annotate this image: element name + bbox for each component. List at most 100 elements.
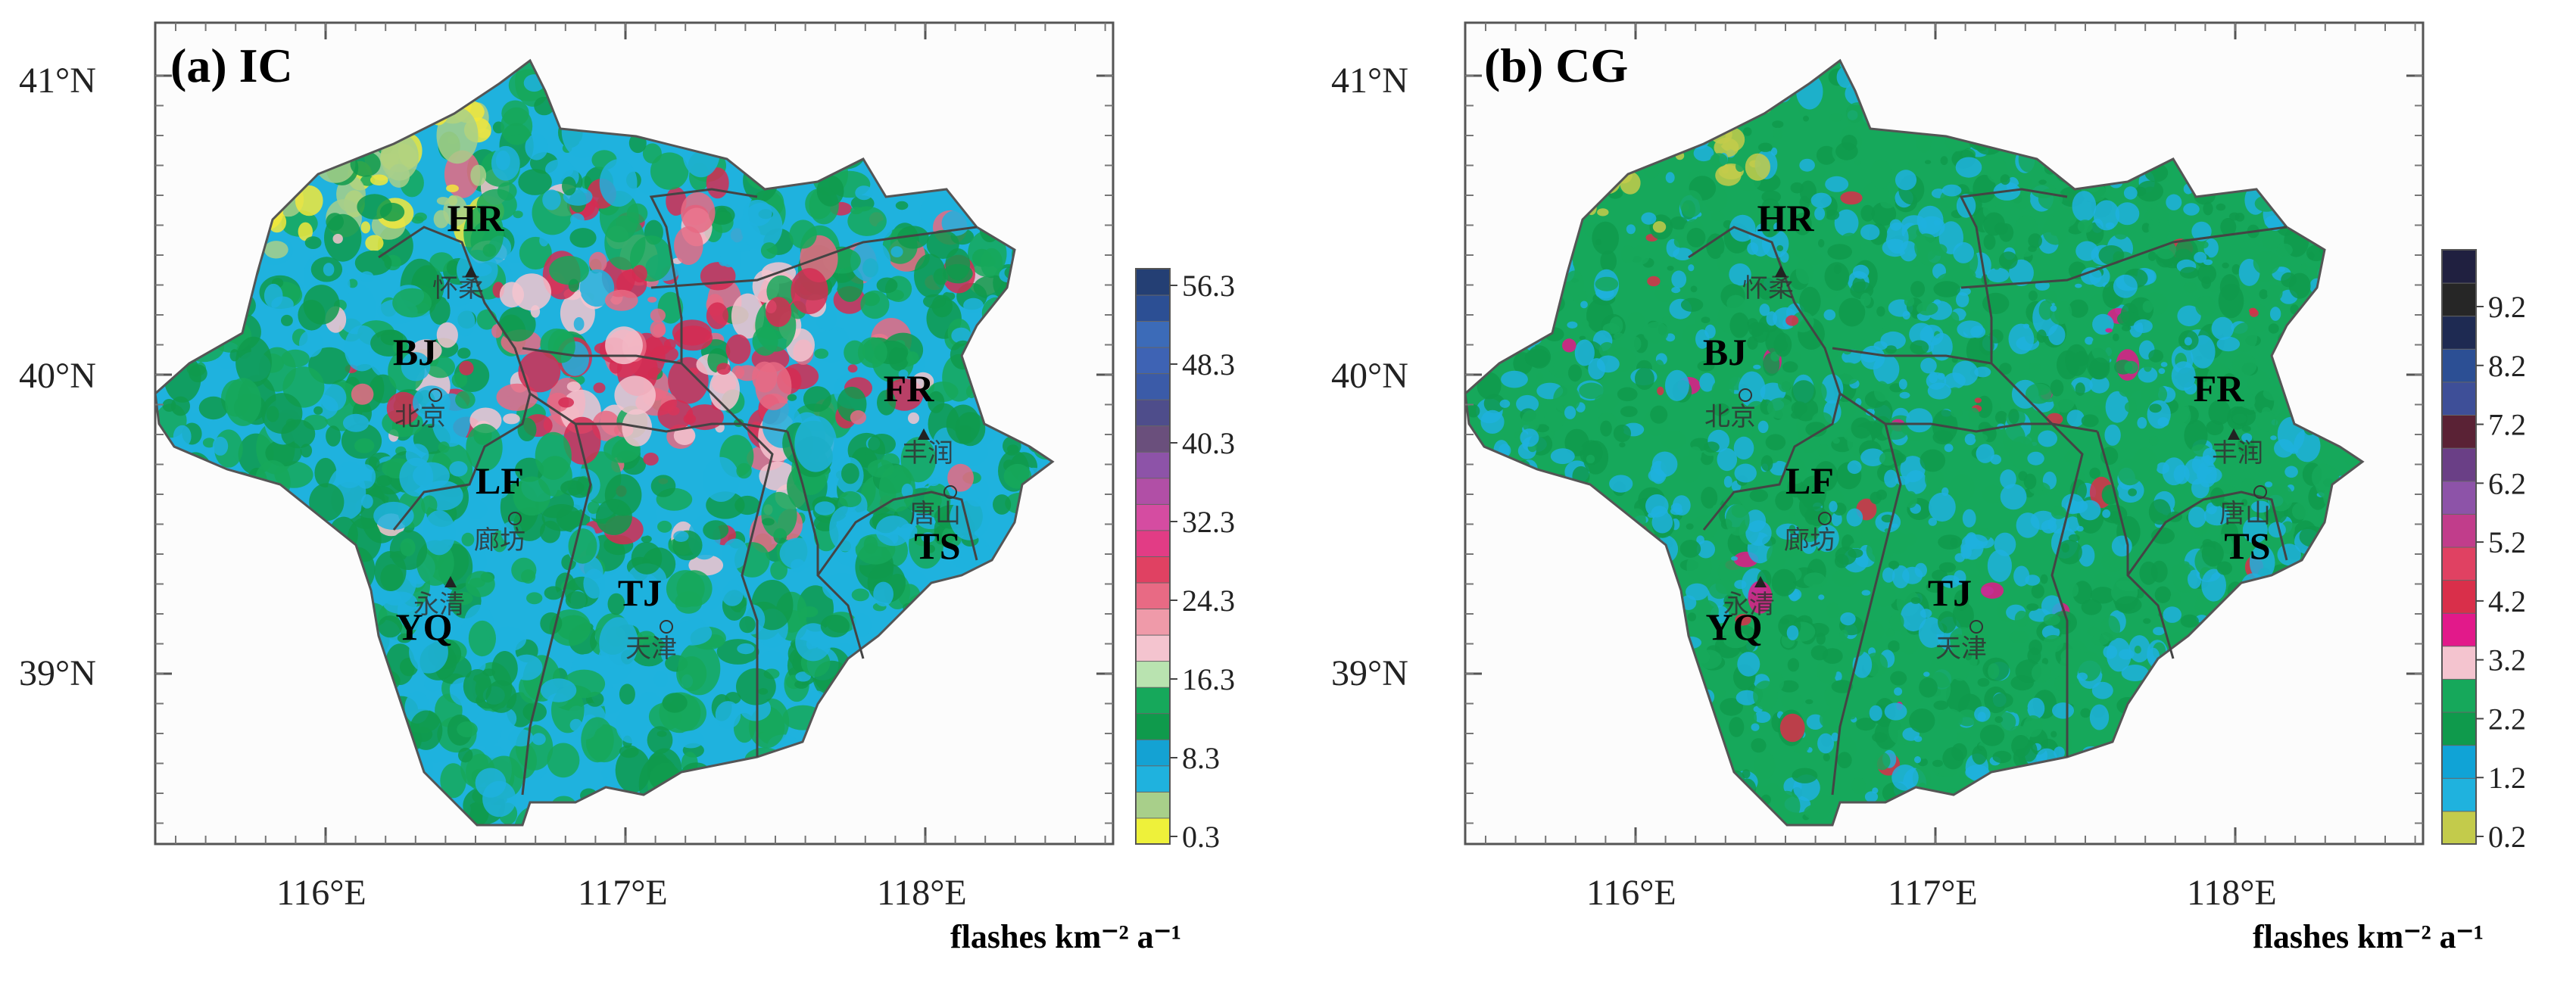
panel-cg-axis-ticks <box>1465 23 2423 844</box>
b-colorbar-tick-label: 6.2 <box>2488 466 2526 500</box>
b-colorbar-swatch <box>2441 712 2477 746</box>
b-colorbar-tick-label: 4.2 <box>2488 584 2526 618</box>
a-site-hr-cn: 怀柔 <box>432 273 484 304</box>
a-site-lf-cn: 廊坊 <box>474 525 525 556</box>
b-colorbar-tick-label: 9.2 <box>2488 290 2526 324</box>
a-colorbar-swatch <box>1135 268 1171 296</box>
a-colorbar-tick-label: 48.3 <box>1182 347 1235 382</box>
a-colorbar-tick-label: 24.3 <box>1182 584 1235 618</box>
a-colorbar-swatch <box>1135 712 1171 740</box>
panel-cg-units: flashes km⁻² a⁻¹ <box>2253 918 2484 955</box>
panel-ic-colorbar-ticks: 56.3 48.3 40.3 32.3 24.3 16.3 8.3 0.3 <box>1170 269 1235 854</box>
panel-cg-lon-117: 117°E <box>1888 873 1978 913</box>
a-site-ts-cn: 唐山 <box>909 499 961 529</box>
b-colorbar-tick-label: 5.2 <box>2488 525 2526 559</box>
panel-ic-lat-39: 39°N <box>19 653 96 693</box>
b-site-ts-marker <box>2253 485 2267 499</box>
panel-ic-lon-116: 116°E <box>276 873 366 913</box>
b-colorbar-swatch <box>2441 249 2477 284</box>
b-colorbar-swatch <box>2441 579 2477 614</box>
b-site-lf: LF <box>1785 459 1834 502</box>
b-admin-border <box>1839 392 2052 433</box>
a-site-bj-cn: 北京 <box>395 402 446 432</box>
panel-ic-lat-40: 40°N <box>19 356 96 396</box>
a-colorbar-swatch <box>1135 425 1171 453</box>
b-colorbar-tick-label: 1.2 <box>2488 761 2526 795</box>
panel-cg-admin-borders <box>1464 58 2365 827</box>
b-colorbar-swatch <box>2441 513 2477 548</box>
b-region-outline <box>1464 58 2365 827</box>
b-site-hr: HR <box>1757 197 1815 239</box>
a-site-hr: HR <box>448 197 505 239</box>
panel-ic-colorbar <box>1135 268 1171 845</box>
panel-cg-lat-40: 40°N <box>1331 356 1408 396</box>
a-colorbar-swatch <box>1135 320 1171 348</box>
b-colorbar-swatch <box>2441 315 2477 350</box>
a-admin-border <box>741 422 774 757</box>
a-admin-border <box>786 431 865 659</box>
a-site-fr-marker <box>918 428 930 440</box>
b-colorbar-swatch <box>2441 645 2477 680</box>
panel-cg-colorbar <box>2441 249 2477 846</box>
panel-ic-lat-41: 41°N <box>19 61 96 101</box>
a-colorbar-swatch <box>1135 556 1171 584</box>
panel-ic-title: (a) IC <box>170 39 293 92</box>
b-colorbar-swatch <box>2441 810 2477 846</box>
a-colorbar-tick-label: 0.3 <box>1182 820 1220 854</box>
b-colorbar-swatch <box>2441 414 2477 449</box>
b-colorbar-tick-label: 2.2 <box>2488 702 2526 736</box>
a-site-yq-marker <box>444 576 457 587</box>
b-site-ts: TS <box>2224 525 2270 567</box>
a-admin-border <box>529 392 742 433</box>
b-site-hr-marker <box>1775 266 1787 277</box>
b-site-tj-marker <box>1969 620 1983 634</box>
b-colorbar-swatch <box>2441 612 2477 647</box>
b-site-ts-cn: 唐山 <box>2219 499 2271 529</box>
a-colorbar-swatch <box>1135 660 1171 688</box>
b-colorbar-tick-label: 8.2 <box>2488 349 2526 383</box>
a-site-tj-cn: 天津 <box>625 634 677 664</box>
b-site-hr-cn: 怀柔 <box>1742 273 1794 304</box>
b-site-tj: TJ <box>1928 571 1972 614</box>
a-site-tj: TJ <box>618 571 662 614</box>
a-site-yq-cn: 永清 <box>413 590 465 620</box>
a-admin-border <box>521 423 592 796</box>
b-admin-border <box>1960 226 2288 289</box>
a-region-outline <box>154 58 1055 827</box>
a-colorbar-swatch <box>1135 451 1171 479</box>
a-colorbar-swatch <box>1135 634 1171 662</box>
b-colorbar-swatch <box>2441 381 2477 416</box>
b-site-fr-marker <box>2228 428 2240 440</box>
a-site-bj: BJ <box>393 331 437 373</box>
a-colorbar-swatch <box>1135 608 1171 636</box>
b-site-yq-cn: 永清 <box>1723 590 1775 620</box>
a-colorbar-swatch <box>1135 503 1171 531</box>
a-colorbar-tick-label: 40.3 <box>1182 426 1235 460</box>
a-site-ts-marker <box>943 485 957 499</box>
a-site-yq: YQ <box>396 606 453 648</box>
panel-cg-lon-116: 116°E <box>1586 873 1676 913</box>
a-site-hr-marker <box>465 266 477 277</box>
b-site-bj-cn: 北京 <box>1704 402 1756 432</box>
b-colorbar-swatch <box>2441 447 2477 482</box>
a-site-fr: FR <box>884 367 935 410</box>
b-admin-border <box>2096 431 2175 659</box>
b-colorbar-swatch <box>2441 547 2477 581</box>
a-colorbar-tick-label: 16.3 <box>1182 662 1235 696</box>
panel-cg-lat-39: 39°N <box>1331 653 1408 693</box>
panel-ic-lon-117: 117°E <box>578 873 668 913</box>
b-admin-border <box>2051 422 2084 757</box>
b-admin-border <box>2126 490 2288 576</box>
a-colorbar-swatch <box>1135 582 1171 609</box>
b-site-bj-marker <box>1739 388 1752 402</box>
panel-cg-lat-41: 41°N <box>1331 61 1408 101</box>
a-colorbar-swatch <box>1135 687 1171 715</box>
b-site-fr-cn: 丰润 <box>2212 438 2263 469</box>
b-admin-border <box>1831 423 1902 796</box>
a-site-lf: LF <box>476 459 524 502</box>
b-colorbar-swatch <box>2441 348 2477 383</box>
a-site-lf-marker <box>508 512 522 525</box>
panel-ic-axis-ticks <box>155 23 1113 844</box>
